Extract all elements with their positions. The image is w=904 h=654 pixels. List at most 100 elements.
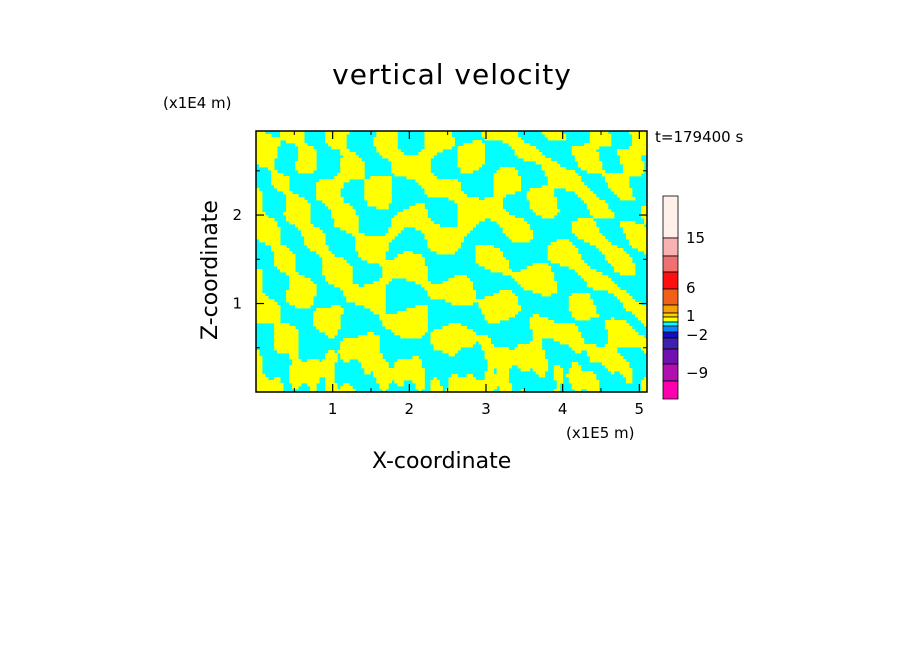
positive-velocity-cell <box>643 377 647 381</box>
positive-velocity-cell <box>376 377 425 381</box>
positive-velocity-cell <box>274 251 293 255</box>
positive-velocity-cell <box>493 185 522 189</box>
positive-velocity-cell <box>448 386 498 390</box>
positive-velocity-cell <box>634 314 647 318</box>
positive-velocity-cell <box>430 248 458 252</box>
positive-velocity-cell <box>289 374 335 378</box>
positive-velocity-cell <box>484 137 522 141</box>
positive-velocity-cell <box>574 155 600 159</box>
positive-velocity-cell <box>583 143 612 147</box>
positive-velocity-cell <box>325 356 338 360</box>
positive-velocity-cell <box>448 383 513 387</box>
positive-velocity-cell <box>496 368 510 372</box>
positive-velocity-cell <box>325 383 338 387</box>
positive-velocity-cell <box>529 326 579 330</box>
positive-velocity-cell <box>571 146 600 150</box>
positive-velocity-cell <box>535 212 558 216</box>
positive-velocity-cell <box>475 248 501 252</box>
positive-velocity-cell <box>364 197 392 201</box>
positive-velocity-cell <box>604 176 630 180</box>
positive-velocity-cell <box>334 218 359 222</box>
positive-velocity-cell <box>364 194 392 198</box>
positive-velocity-cell <box>484 377 510 381</box>
positive-velocity-cell <box>586 170 606 174</box>
positive-velocity-cell <box>325 386 338 390</box>
positive-velocity-cell <box>256 293 266 297</box>
positive-velocity-cell <box>424 146 452 150</box>
positive-velocity-cell <box>517 281 558 285</box>
positive-velocity-cell <box>625 308 647 312</box>
positive-velocity-cell <box>400 335 422 339</box>
positive-velocity-cell <box>316 194 341 198</box>
positive-velocity-cell <box>601 173 642 177</box>
positive-velocity-cell <box>556 383 561 387</box>
positive-velocity-cell <box>316 185 344 189</box>
positive-velocity-cell <box>304 239 326 243</box>
positive-velocity-cell <box>304 242 326 246</box>
positive-velocity-cell <box>340 356 383 360</box>
positive-velocity-cell <box>280 131 305 135</box>
colorbar-label: 6 <box>686 279 696 297</box>
positive-velocity-cell <box>619 197 636 201</box>
colorbar-bin <box>662 325 679 333</box>
positive-velocity-cell <box>532 368 549 372</box>
positive-velocity-cell <box>499 224 531 228</box>
positive-velocity-cell <box>520 389 525 392</box>
positive-velocity-cell <box>640 206 647 210</box>
positive-velocity-cell <box>640 386 647 390</box>
positive-velocity-cell <box>286 272 299 276</box>
positive-velocity-cell <box>325 353 338 357</box>
positive-velocity-cell <box>256 308 281 312</box>
positive-velocity-cell <box>256 356 263 360</box>
positive-velocity-cell <box>505 233 534 237</box>
positive-velocity-cell <box>256 386 284 390</box>
positive-velocity-cell <box>577 194 597 198</box>
positive-velocity-cell <box>502 140 525 144</box>
positive-velocity-cell <box>607 338 647 342</box>
positive-velocity-cell <box>532 335 582 339</box>
positive-velocity-cell <box>256 143 281 147</box>
positive-velocity-cell <box>559 341 585 345</box>
positive-velocity-cell <box>256 368 263 372</box>
positive-velocity-cell <box>256 161 275 165</box>
positive-velocity-cell <box>367 332 374 336</box>
positive-velocity-cell <box>586 350 618 354</box>
positive-velocity-cell <box>490 218 525 222</box>
positive-velocity-cell <box>355 245 389 249</box>
positive-velocity-cell <box>457 212 510 216</box>
positive-velocity-cell <box>343 155 359 159</box>
positive-velocity-cell <box>598 248 624 252</box>
positive-velocity-cell <box>484 197 504 201</box>
x-tick-label: 3 <box>481 400 491 418</box>
positive-velocity-cell <box>328 143 347 147</box>
positive-velocity-cell <box>607 335 645 339</box>
positive-velocity-cell <box>328 350 335 354</box>
positive-velocity-cell <box>448 353 455 357</box>
positive-velocity-cell <box>454 275 467 279</box>
positive-velocity-cell <box>571 365 582 369</box>
positive-velocity-cell <box>301 233 326 237</box>
positive-velocity-cell <box>376 131 398 135</box>
positive-velocity-cell <box>406 308 428 312</box>
positive-velocity-cell <box>286 206 311 210</box>
positive-velocity-cell <box>421 230 470 234</box>
positive-velocity-cell <box>280 269 296 273</box>
positive-velocity-cell <box>625 236 647 240</box>
positive-velocity-cell <box>379 383 389 387</box>
positive-velocity-cell <box>484 317 510 321</box>
positive-velocity-cell <box>316 326 341 330</box>
positive-velocity-cell <box>331 146 347 150</box>
positive-velocity-cell <box>343 383 350 387</box>
positive-velocity-cell <box>502 227 531 231</box>
positive-velocity-cell <box>553 374 564 378</box>
positive-velocity-cell <box>364 371 371 375</box>
positive-velocity-cell <box>382 275 428 279</box>
positive-velocity-cell <box>256 389 284 392</box>
positive-velocity-cell <box>406 278 428 282</box>
positive-velocity-cell <box>373 137 398 141</box>
positive-velocity-cell <box>529 317 549 321</box>
positive-velocity-cell <box>424 140 455 144</box>
positive-velocity-cell <box>316 182 344 186</box>
positive-velocity-cell <box>265 242 281 246</box>
positive-velocity-cell <box>610 263 636 267</box>
